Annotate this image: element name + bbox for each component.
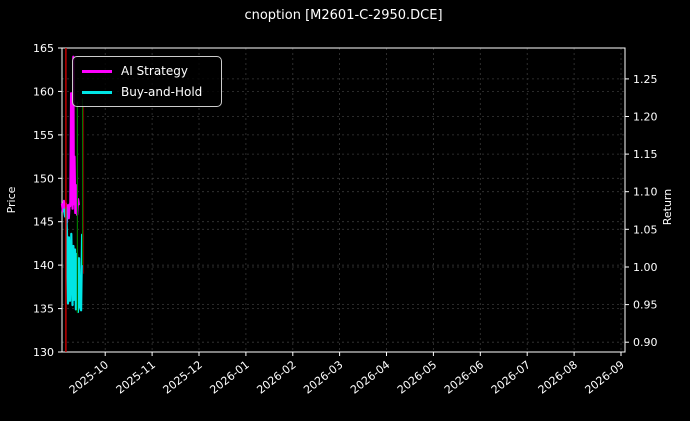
svg-text:2026-05: 2026-05 xyxy=(395,358,439,397)
chart-title: cnoption [M2601-C-2950.DCE] xyxy=(244,8,443,23)
svg-text:130: 130 xyxy=(33,346,54,359)
svg-text:2025-11: 2025-11 xyxy=(114,358,158,397)
svg-text:165: 165 xyxy=(33,42,54,55)
svg-text:2026-09: 2026-09 xyxy=(583,358,627,397)
svg-text:155: 155 xyxy=(33,129,54,142)
svg-text:2026-03: 2026-03 xyxy=(301,358,345,397)
svg-text:150: 150 xyxy=(33,172,54,185)
svg-text:135: 135 xyxy=(33,303,54,316)
legend-item-buy-and-hold: Buy-and-Hold xyxy=(82,85,210,99)
svg-text:1.20: 1.20 xyxy=(633,111,658,124)
svg-text:2026-01: 2026-01 xyxy=(208,358,252,397)
legend-line-swatch-buy-and-hold xyxy=(82,90,112,94)
svg-text:2025-12: 2025-12 xyxy=(161,358,205,397)
svg-text:145: 145 xyxy=(33,216,54,229)
left-axis-label: Price xyxy=(5,186,18,213)
svg-text:1.25: 1.25 xyxy=(633,73,658,86)
legend-line-swatch-ai-strategy xyxy=(82,69,112,73)
svg-text:1.15: 1.15 xyxy=(633,148,658,161)
svg-text:2026-04: 2026-04 xyxy=(348,358,392,397)
svg-text:0.95: 0.95 xyxy=(633,299,658,312)
legend-label-ai-strategy: AI Strategy xyxy=(121,64,188,78)
legend-label-buy-and-hold: Buy-and-Hold xyxy=(121,85,203,99)
svg-text:0.90: 0.90 xyxy=(633,336,658,349)
svg-text:160: 160 xyxy=(33,85,54,98)
svg-text:2026-02: 2026-02 xyxy=(254,358,298,397)
right-axis-label: Return xyxy=(661,189,674,226)
svg-text:2026-06: 2026-06 xyxy=(442,358,486,397)
svg-text:1.00: 1.00 xyxy=(633,261,658,274)
svg-text:140: 140 xyxy=(33,259,54,272)
svg-text:2026-07: 2026-07 xyxy=(489,358,533,397)
svg-text:1.10: 1.10 xyxy=(633,186,658,199)
svg-text:1.05: 1.05 xyxy=(633,223,658,236)
legend: AI Strategy Buy-and-Hold xyxy=(72,56,222,107)
svg-text:2025-10: 2025-10 xyxy=(67,358,111,397)
legend-item-ai-strategy: AI Strategy xyxy=(82,64,210,78)
svg-text:2026-08: 2026-08 xyxy=(536,358,580,397)
